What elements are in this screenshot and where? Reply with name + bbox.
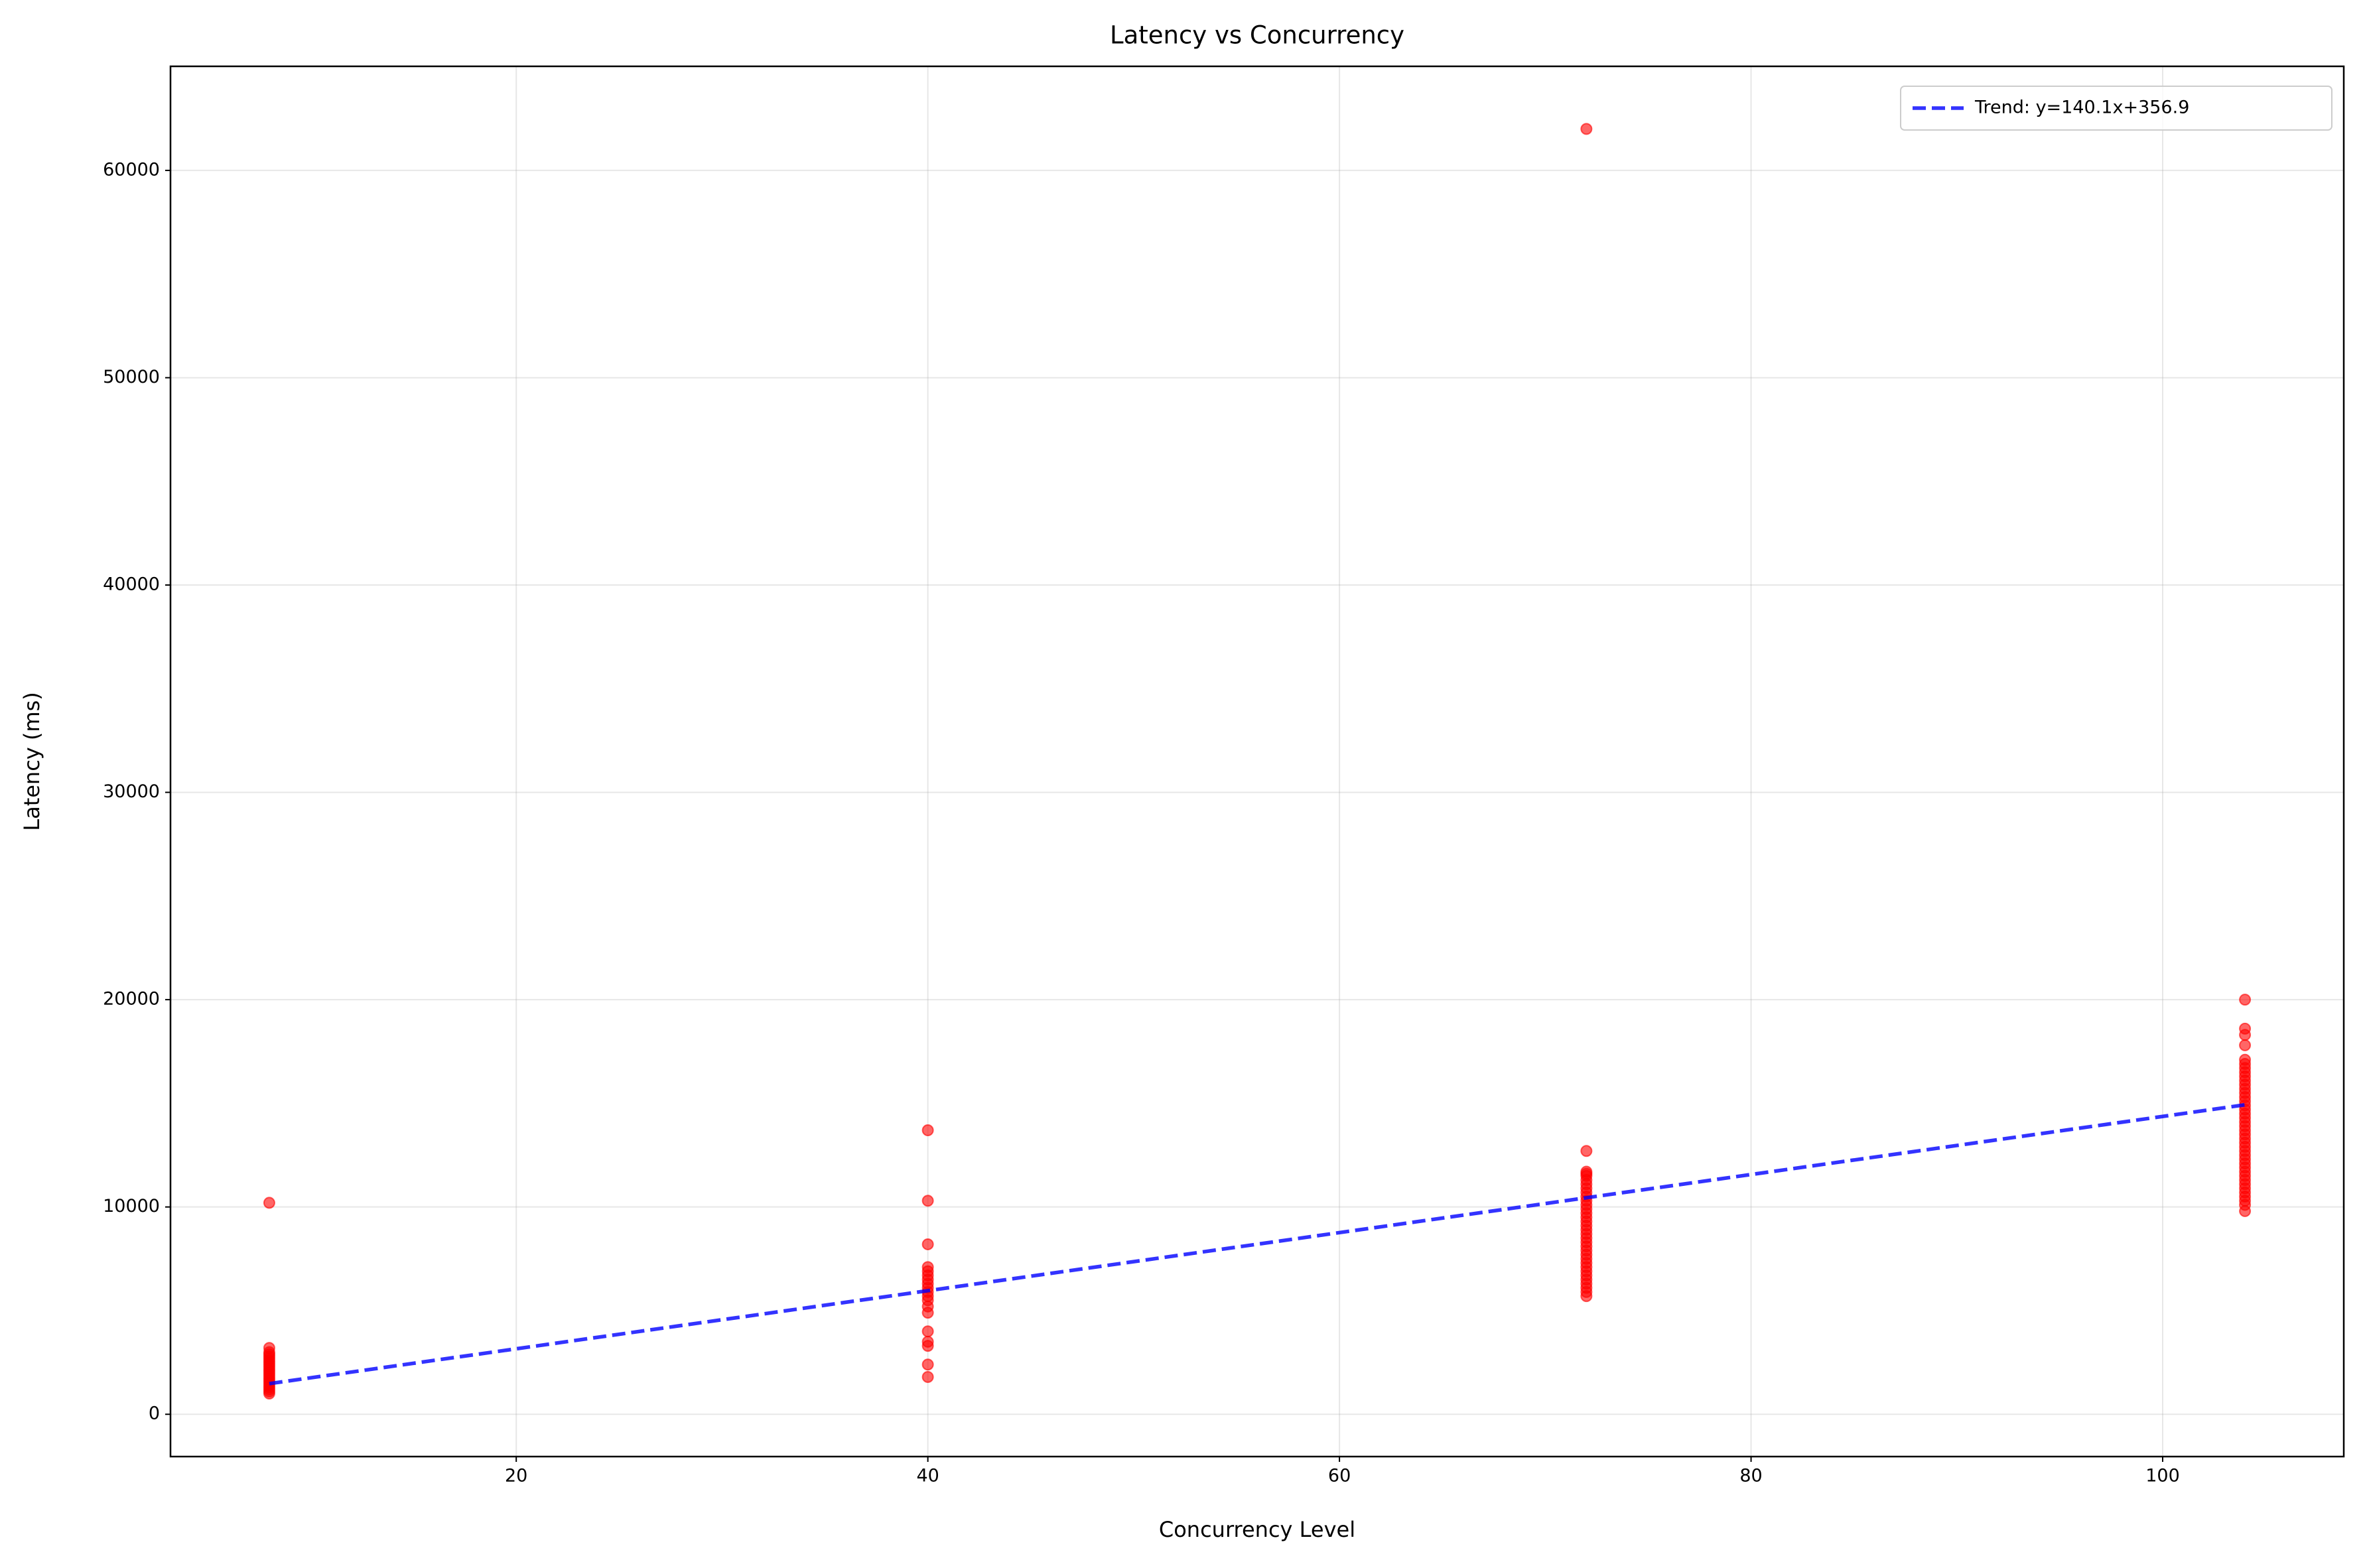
point [921, 1325, 934, 1338]
point [1580, 123, 1593, 135]
point [263, 1387, 275, 1400]
point [921, 1358, 934, 1371]
y-tick-label: 40000 [103, 574, 160, 595]
x-tick-label: 40 [916, 1466, 939, 1486]
point [921, 1340, 934, 1352]
point [1580, 1145, 1593, 1157]
chart-title: Latency vs Concurrency [1110, 21, 1404, 50]
y-tick-label: 50000 [103, 367, 160, 387]
plot-frame [169, 65, 2345, 1458]
point [2239, 994, 2252, 1006]
x-tick-label: 20 [505, 1466, 527, 1486]
x-tick-label: 60 [1328, 1466, 1351, 1486]
y-tick-label: 30000 [103, 781, 160, 802]
x-tick-label: 100 [2145, 1466, 2180, 1486]
point [1580, 1290, 1593, 1303]
point [921, 1124, 934, 1137]
legend-label: Trend: y=140.1x+356.9 [1974, 98, 2189, 118]
x-axis-label: Concurrency Level [1159, 1517, 1355, 1542]
point [921, 1370, 934, 1383]
point [2239, 1029, 2252, 1041]
point [263, 1197, 275, 1209]
y-tick-label: 0 [149, 1404, 160, 1424]
point [2239, 1205, 2252, 1217]
point [921, 1307, 934, 1319]
y-tick-label: 60000 [103, 159, 160, 180]
legend-box [1900, 86, 2332, 131]
x-tick-label: 80 [1739, 1466, 1762, 1486]
y-axis-label: Latency (ms) [19, 692, 44, 830]
point [921, 1195, 934, 1207]
y-tick-label: 20000 [103, 989, 160, 1010]
trend-line [269, 1102, 2246, 1386]
point [2239, 1039, 2252, 1051]
y-tick-label: 10000 [103, 1196, 160, 1216]
plot-area [263, 123, 2252, 1400]
point [921, 1238, 934, 1250]
